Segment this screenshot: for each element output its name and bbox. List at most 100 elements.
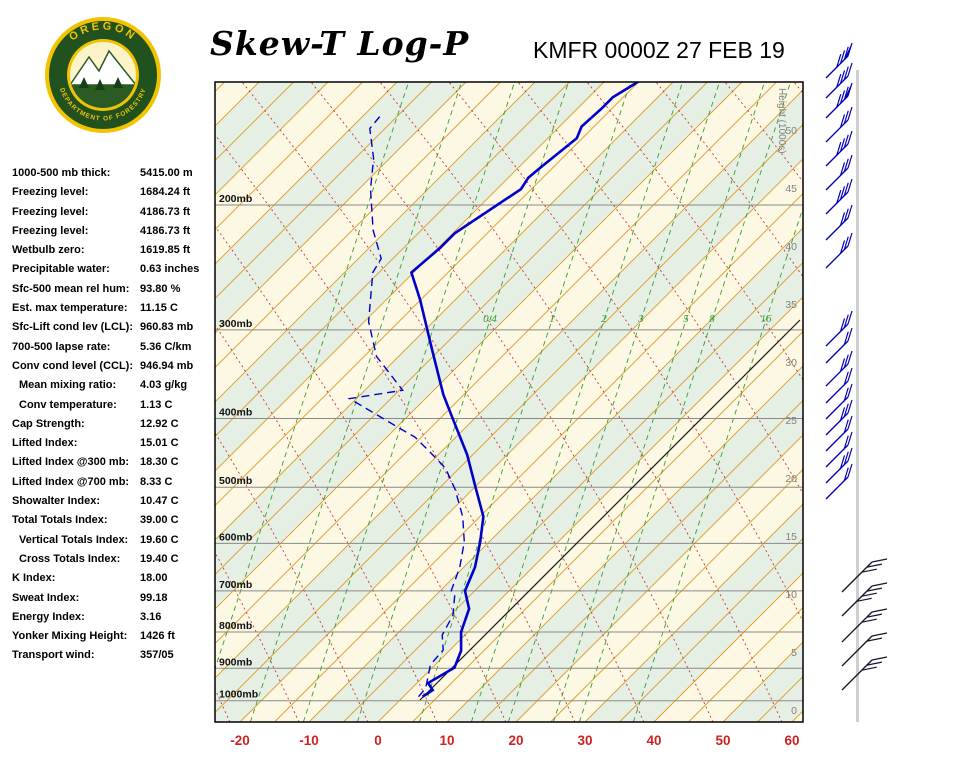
stat-label: Cross Totals Index: <box>19 552 121 565</box>
pressure-label: 200mb <box>219 193 252 205</box>
stat-row: Sfc-500 mean rel hum: 93.80 % <box>12 283 217 302</box>
wind-column-track <box>856 70 859 722</box>
stat-value: 946.94 mb <box>140 359 194 372</box>
plot-area: 0.4 1 2 3 5 8 16 <box>215 82 803 722</box>
odf-logo: OREGON DEPARTMENT OF FORESTRY <box>45 17 161 133</box>
pressure-label: 500mb <box>219 475 252 487</box>
stat-row: Lifted Index @700 mb: 8.33 C <box>12 476 217 495</box>
wind-barb-icon <box>825 431 853 468</box>
stat-row: 700-500 lapse rate: 5.36 C/km <box>12 341 217 360</box>
stat-label: Conv cond level (CCL): <box>12 359 134 372</box>
stat-label: Lifted Index @300 mb: <box>12 456 130 469</box>
stat-label: Lifted Index: <box>12 437 78 450</box>
stat-row: Freezing level: 4186.73 ft <box>12 206 217 225</box>
stat-label: Vertical Totals Index: <box>19 533 129 546</box>
logo-tree-icon <box>95 79 105 90</box>
chart-frame <box>214 81 804 723</box>
pressure-label: 300mb <box>219 318 252 330</box>
logo-tree-icon <box>79 77 89 88</box>
stat-row: Freezing level: 4186.73 ft <box>12 225 217 244</box>
stat-value: 4186.73 ft <box>140 205 191 218</box>
page-title: Skew-T Log-P <box>210 24 470 63</box>
mixing-ratio-label: 8 <box>709 313 715 325</box>
wind-barb-icon <box>825 62 853 99</box>
wind-barb-icon <box>825 204 853 241</box>
x-axis-tick-label: 50 <box>715 733 730 748</box>
wind-barb-icon <box>841 656 888 691</box>
height-tick-label: 10 <box>785 589 797 601</box>
stat-row: Cap Strength: 12.92 C <box>12 418 217 437</box>
stat-value: 15.01 C <box>140 437 179 450</box>
height-axis-label: Height (1000s) <box>776 88 787 154</box>
height-tick-label: 50 <box>785 125 797 137</box>
height-tick-label: 5 <box>791 647 797 659</box>
pressure-label: 400mb <box>219 406 252 418</box>
temperature-trace <box>409 82 639 698</box>
wind-barb-icon <box>841 632 888 667</box>
station-datetime: KMFR 0000Z 27 FEB 19 <box>533 37 785 63</box>
stat-value: 93.80 % <box>140 282 181 295</box>
stat-label: Showalter Index: <box>12 495 101 508</box>
stat-label: Est. max temperature: <box>12 302 128 315</box>
stat-row: Mean mixing ratio: 4.03 g/kg <box>12 379 217 398</box>
wind-barb-icon <box>841 558 888 593</box>
stat-value: 19.40 C <box>140 552 179 565</box>
wind-barb-icon <box>825 399 853 436</box>
stat-label: Freezing level: <box>12 224 89 237</box>
wind-barb-icon <box>825 232 853 269</box>
x-axis-tick-label: 30 <box>577 733 592 748</box>
wind-barb-icon <box>825 130 853 167</box>
stat-row: Est. max temperature: 11.15 C <box>12 302 217 321</box>
stats-panel: 1000-500 mb thick: 5415.00 m Freezing leve… <box>12 167 217 669</box>
stat-row: Yonker Mixing Height: 1426 ft <box>12 630 217 649</box>
pressure-label: 700mb <box>219 579 252 591</box>
stat-label: Wetbulb zero: <box>12 244 85 257</box>
stat-label: 1000-500 mb thick: <box>12 167 111 179</box>
stat-value: 4.03 g/kg <box>140 379 188 392</box>
x-axis-tick-label: 40 <box>646 733 661 748</box>
stat-value: 11.15 C <box>140 302 178 315</box>
stat-row: Conv temperature: 1.13 C <box>12 399 217 418</box>
x-axis-tick-label: 10 <box>439 733 454 748</box>
stat-row: Energy Index: 3.16 <box>12 611 217 630</box>
stat-value: 12.92 C <box>140 417 179 430</box>
stat-label: Transport wind: <box>12 649 95 662</box>
stat-value: 99.18 <box>140 591 168 604</box>
stat-label: K Index: <box>12 572 56 585</box>
height-tick-label: 20 <box>785 473 797 485</box>
mixing-ratio-label: 3 <box>637 313 644 325</box>
stat-label: Total Totals Index: <box>12 514 108 527</box>
parcel-line <box>419 319 801 701</box>
stat-value: 0.63 inches <box>140 263 200 276</box>
stat-row: Vertical Totals Index: 19.60 C <box>12 534 217 553</box>
height-tick-label: 40 <box>785 241 797 253</box>
height-tick-label: 35 <box>785 299 797 311</box>
height-tick-label: 15 <box>785 531 797 543</box>
pressure-label: 800mb <box>219 620 252 632</box>
stat-row: Transport wind: 357/05 <box>12 649 217 668</box>
stat-label: 700-500 lapse rate: <box>12 340 111 353</box>
stat-row: 1000-500 mb thick: 5415.00 m <box>12 167 217 186</box>
stat-label: Lifted Index @700 mb: <box>12 475 130 488</box>
wind-barb-icon <box>841 582 888 617</box>
stat-value: 10.47 C <box>140 495 179 508</box>
wind-barb-icon <box>825 447 853 484</box>
wind-barb-icon <box>825 350 853 387</box>
mixing-ratio-label: 2 <box>601 313 607 325</box>
stat-label: Conv temperature: <box>19 398 117 411</box>
pressure-label: 600mb <box>219 531 252 543</box>
stat-value: 357/05 <box>140 649 174 662</box>
wind-barb-icon <box>825 327 853 364</box>
height-tick-label: 25 <box>785 415 797 427</box>
x-axis-tick-label: -10 <box>299 733 319 748</box>
mixing-ratio-label: 5 <box>683 313 689 325</box>
stat-row: Lifted Index: 15.01 C <box>12 437 217 456</box>
wind-barb-icon <box>825 41 853 79</box>
height-tick-label: 45 <box>785 183 797 195</box>
stat-value: 18.00 <box>140 572 168 585</box>
wind-barb-icon <box>825 383 853 420</box>
stat-label: Sfc-Lift cond lev (LCL): <box>12 321 133 334</box>
stat-row: Cross Totals Index: 19.40 C <box>12 553 217 572</box>
